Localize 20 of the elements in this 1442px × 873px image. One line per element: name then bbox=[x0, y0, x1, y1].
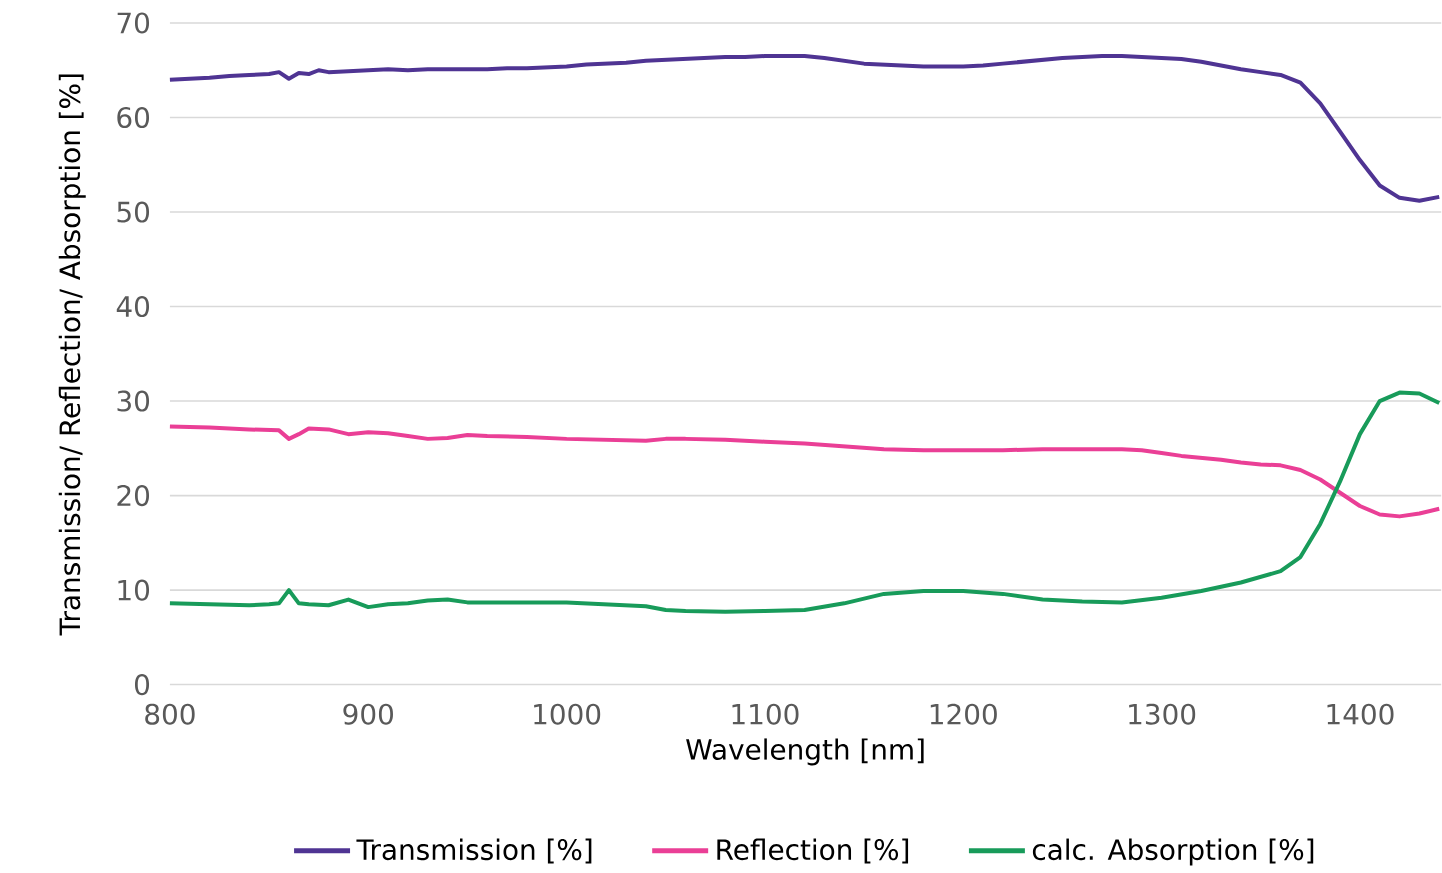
x-tick-label: 1100 bbox=[732, 703, 799, 725]
x-axis-title: Wavelength [nm] bbox=[686, 738, 924, 766]
y-tick-label: 40 bbox=[116, 296, 150, 318]
x-tick-label: 1000 bbox=[534, 703, 601, 725]
y-axis-title: Transmission/ Reflection/ Absorption [%] bbox=[58, 74, 86, 636]
x-tick-label: 1400 bbox=[1327, 703, 1394, 725]
legend-label: calc. Absorption [%] bbox=[1032, 838, 1314, 866]
y-tick-label: 70 bbox=[117, 12, 150, 34]
y-tick-label: 10 bbox=[118, 579, 150, 601]
x-tick-label: 1300 bbox=[1129, 703, 1196, 725]
x-tick-label: 1200 bbox=[930, 703, 997, 725]
y-tick-label: 50 bbox=[117, 201, 150, 223]
x-tick-label: 900 bbox=[343, 703, 393, 725]
legend-label: Reflection [%] bbox=[717, 838, 909, 864]
y-tick-label: 20 bbox=[117, 485, 150, 507]
x-tick-label: 800 bbox=[145, 703, 195, 725]
y-tick-label: 30 bbox=[117, 390, 150, 412]
y-tick-label: 60 bbox=[117, 107, 150, 129]
legend-label: Transmission [%] bbox=[356, 838, 592, 864]
y-tick-label: 0 bbox=[134, 674, 150, 696]
